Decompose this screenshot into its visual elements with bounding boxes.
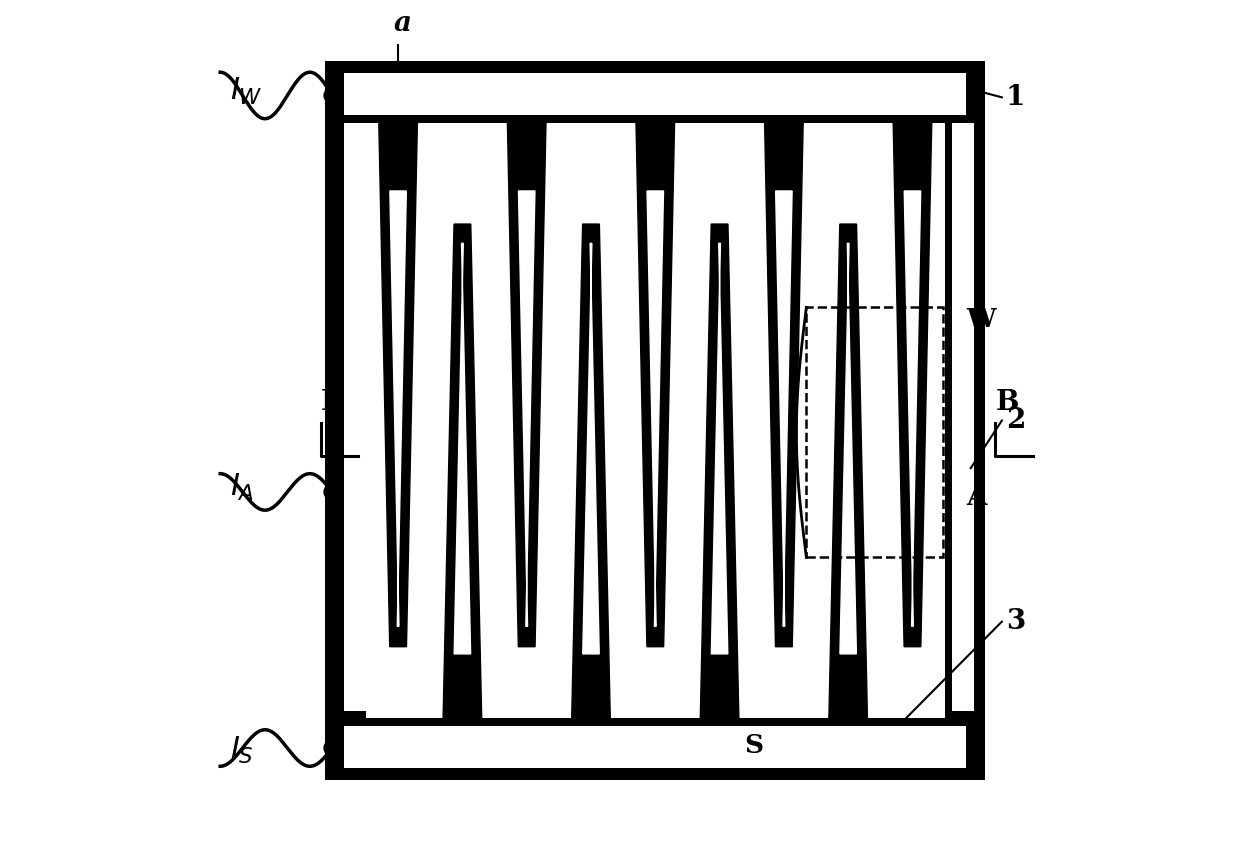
Bar (337, 718, 973, 768)
Polygon shape (378, 123, 418, 646)
Bar (325, 62, 986, 779)
Polygon shape (454, 244, 471, 654)
Polygon shape (776, 191, 792, 626)
Polygon shape (765, 123, 804, 646)
Bar (806, 307, 944, 558)
Polygon shape (839, 244, 857, 654)
Polygon shape (712, 244, 728, 654)
Text: $I_A$: $I_A$ (229, 472, 254, 503)
Polygon shape (518, 191, 534, 626)
Polygon shape (636, 123, 675, 646)
Polygon shape (572, 224, 610, 718)
Polygon shape (583, 244, 599, 654)
Text: $I_S$: $I_S$ (229, 735, 254, 766)
Text: S: S (745, 733, 764, 758)
Polygon shape (443, 224, 481, 718)
Text: 3: 3 (1006, 608, 1025, 635)
Bar (945, 123, 973, 718)
Bar (337, 73, 973, 123)
Text: a: a (394, 9, 412, 36)
Text: A: A (967, 486, 987, 510)
Text: B: B (996, 389, 1018, 416)
Bar (345, 123, 366, 711)
Text: W: W (967, 307, 996, 332)
Bar (337, 123, 366, 718)
Polygon shape (904, 191, 920, 626)
Polygon shape (893, 123, 931, 646)
Polygon shape (647, 191, 663, 626)
Bar (345, 73, 966, 115)
Polygon shape (507, 123, 546, 646)
Polygon shape (828, 224, 868, 718)
Polygon shape (389, 191, 407, 626)
Bar (345, 726, 966, 768)
Bar (337, 73, 973, 768)
Text: 1: 1 (1006, 84, 1025, 111)
Bar (952, 123, 973, 711)
Text: 2: 2 (1006, 407, 1025, 434)
Text: $I_W$: $I_W$ (229, 76, 263, 107)
Polygon shape (701, 224, 739, 718)
Text: B: B (321, 389, 345, 416)
